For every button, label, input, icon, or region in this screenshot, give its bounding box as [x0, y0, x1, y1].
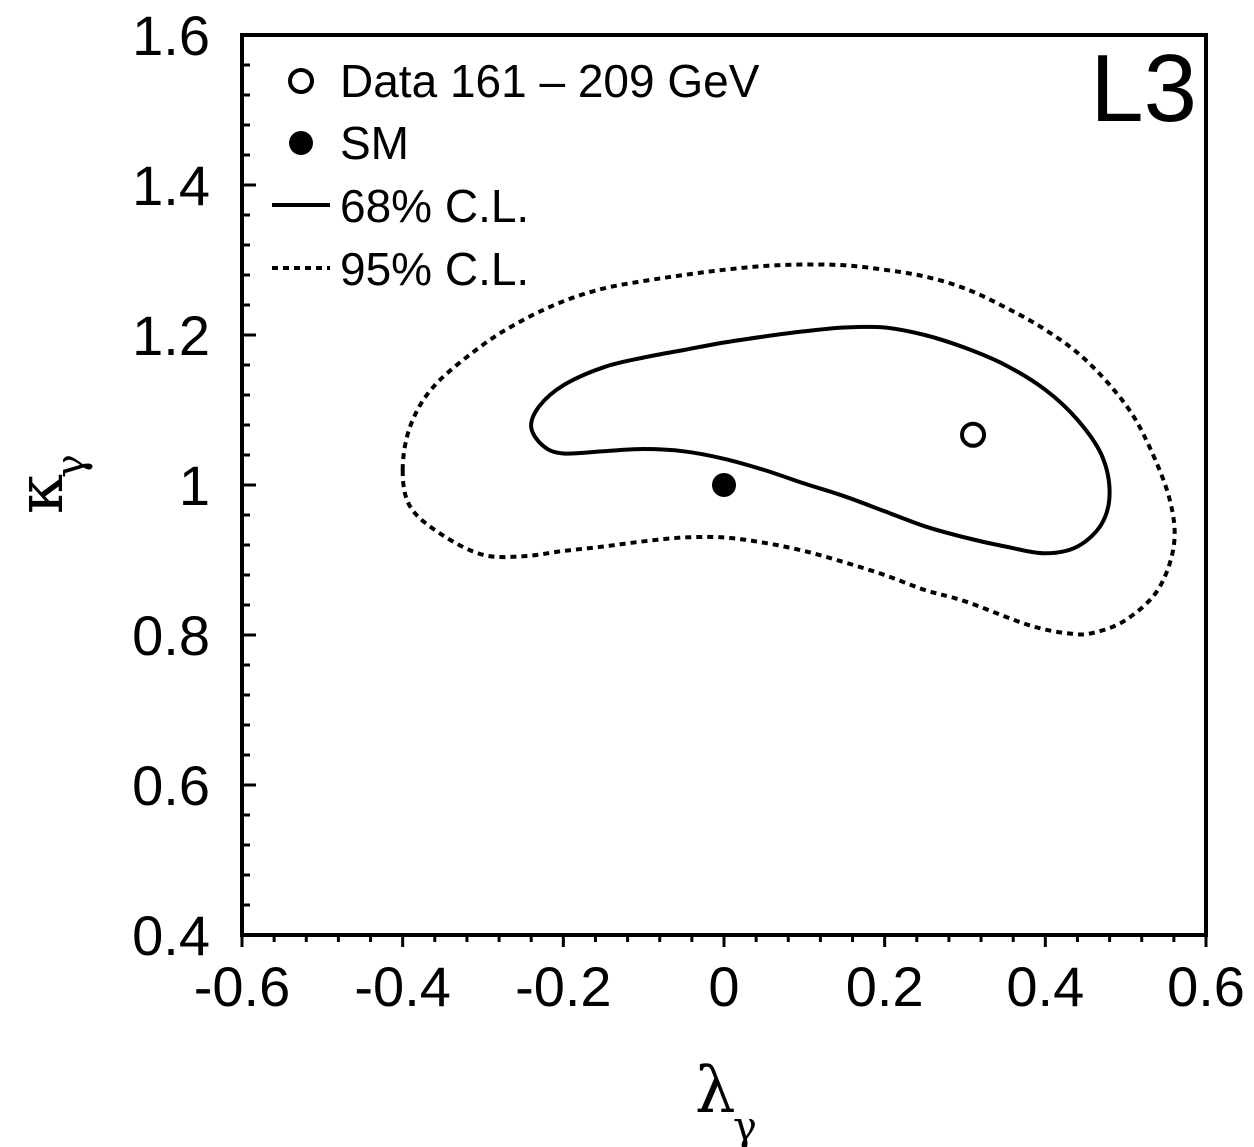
y-tick-label: 0.6	[132, 754, 210, 817]
y-axis-label: κ γ	[4, 454, 94, 514]
y-tick-label: 0.8	[132, 604, 210, 667]
x-tick-label: 0	[708, 955, 739, 1018]
legend-label-sm: SM	[340, 117, 409, 169]
axis-ticks	[240, 33, 1208, 947]
y-tick-label: 1.2	[132, 304, 210, 367]
x-tick-label: 0.4	[1006, 955, 1084, 1018]
x-axis-label: λ γ	[695, 1054, 757, 1147]
x-axis-label-subscript: γ	[733, 1104, 757, 1147]
y-tick-label: 1.4	[132, 154, 210, 217]
x-axis-label-symbol: λ	[695, 1054, 736, 1128]
legend-filled-circle-marker	[289, 131, 313, 155]
x-tick-label: 0.6	[1167, 955, 1245, 1018]
legend-label-68cl: 68% C.L.	[340, 180, 529, 232]
data-points	[712, 421, 987, 497]
legend-label-data: Data 161 – 209 GeV	[340, 55, 760, 107]
x-tick-label: -0.4	[354, 955, 451, 1018]
legend-open-circle-marker	[288, 68, 314, 94]
axis-tick-labels: -0.6 -0.4 -0.2 0 0.2 0.4 0.6 0.4 0.6 0.8 1 1.2 1.4 1.…	[132, 4, 1245, 1018]
data-point-sm	[712, 473, 736, 497]
legend-label-95cl: 95% C.L.	[340, 243, 529, 295]
y-axis-label-symbol: κ	[4, 474, 78, 514]
y-tick-label: 1	[179, 454, 210, 517]
legend: Data 161 – 209 GeV SM 68% C.L. 95% C.L.	[272, 55, 760, 295]
contour-95cl	[400, 262, 1177, 637]
x-tick-label: 0.2	[846, 955, 924, 1018]
y-tick-label: 1.6	[132, 4, 210, 67]
y-tick-label: 0.4	[132, 904, 210, 967]
x-tick-label: -0.6	[194, 955, 291, 1018]
confidence-contours	[400, 262, 1177, 637]
contour-68cl	[529, 324, 1112, 556]
corner-label: L3	[1090, 35, 1197, 142]
x-tick-label: -0.2	[515, 955, 612, 1018]
data-point-measured	[960, 421, 987, 448]
y-axis-label-subscript: γ	[48, 454, 94, 478]
